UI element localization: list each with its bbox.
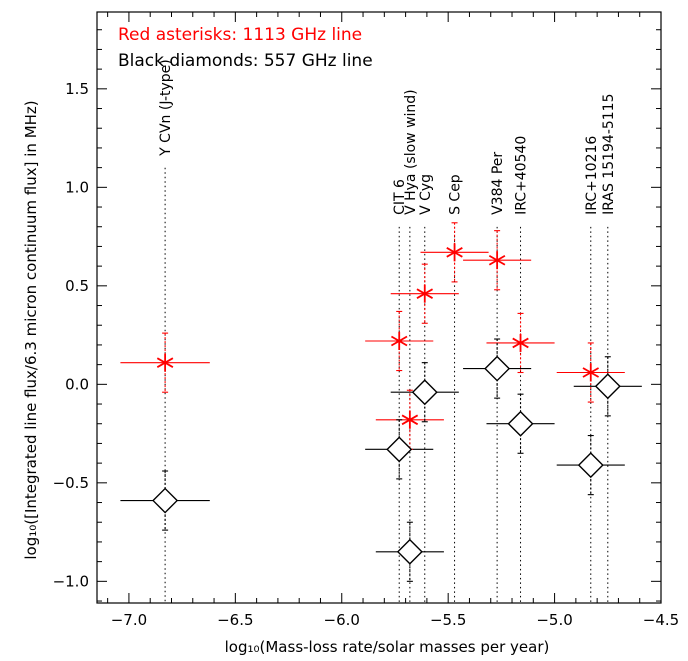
asterisk-marker <box>488 251 506 270</box>
y-tick-label: −0.5 <box>53 474 89 492</box>
diamond-marker <box>411 379 438 406</box>
x-tick-label: −5.0 <box>536 611 572 629</box>
asterisk-marker <box>401 410 419 429</box>
x-tick-label: −6.0 <box>324 611 360 629</box>
axis-ticks <box>97 12 662 603</box>
asterisk-stroke <box>401 414 419 426</box>
legend-entry-red-asterisks: Red asterisks: 1113 GHz line <box>118 25 362 45</box>
asterisk-marker <box>446 243 463 262</box>
diamond-marker <box>152 487 179 514</box>
diamond-marker <box>396 538 423 565</box>
x-axis-label: log₁₀(Mass-loss rate/solar masses per ye… <box>225 638 550 656</box>
y-tick-label: 0.5 <box>65 277 89 295</box>
asterisk-marker <box>582 363 600 382</box>
y-error-bars <box>162 222 611 582</box>
asterisk-stroke <box>512 337 529 349</box>
star-label: IRC+40540 <box>514 136 530 215</box>
star-label: V Cyg <box>418 174 434 215</box>
asterisk-stroke <box>582 367 600 378</box>
star-label: IRC+10216 <box>584 136 600 215</box>
star-label: S Cep <box>448 174 464 215</box>
star-label: CIT 6 <box>392 179 408 215</box>
legend-entry-black-diamonds: Black diamonds: 557 GHz line <box>118 51 373 71</box>
data-markers <box>152 243 621 565</box>
asterisk-stroke <box>488 254 506 266</box>
star-label: V Hya (slow wind) <box>403 89 419 215</box>
star-label: IRAS 15194-5115 <box>601 93 617 214</box>
x-error-bars <box>120 251 642 553</box>
asterisk-marker <box>156 353 174 372</box>
diamond-marker <box>484 355 511 382</box>
asterisk-stroke <box>390 335 408 347</box>
tick-labels: −7.0 −6.5 −6.0 −5.5 −5.0 −4.5 −1.0 −0.5 0.0 0.5 1.… <box>53 80 680 629</box>
asterisk-marker <box>390 331 408 350</box>
x-tick-label: −6.5 <box>217 611 253 629</box>
y-tick-label: 0.0 <box>65 375 89 393</box>
star-label: Y CVn (J-type) <box>158 59 174 157</box>
asterisk-marker <box>512 333 529 352</box>
diamond-marker <box>577 452 604 479</box>
star-label: V384 Per <box>490 152 506 215</box>
y-axis-label: log₁₀([Integrated line flux/6.3 micron c… <box>22 100 40 559</box>
y-tick-label: 1.5 <box>65 80 89 98</box>
asterisk-stroke <box>446 247 463 258</box>
diamond-marker <box>507 410 534 437</box>
y-tick-label: 1.0 <box>65 178 89 196</box>
x-tick-label: −7.0 <box>111 611 147 629</box>
plot-frame <box>96 11 662 604</box>
diamond-marker <box>594 373 621 400</box>
x-tick-label: −5.5 <box>430 611 466 629</box>
x-tick-label: −4.5 <box>643 611 679 629</box>
y-tick-label: −1.0 <box>53 572 89 590</box>
asterisk-stroke <box>156 357 174 368</box>
star-labels: Y CVn (J-type) CIT 6V Hya (slow wind)V Cy… <box>158 59 617 215</box>
asterisk-marker <box>416 284 434 303</box>
diamond-marker <box>386 436 413 463</box>
asterisk-stroke <box>416 288 434 299</box>
star-guide-lines <box>164 167 609 603</box>
